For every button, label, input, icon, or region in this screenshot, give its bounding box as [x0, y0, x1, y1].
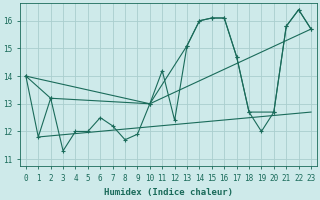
- X-axis label: Humidex (Indice chaleur): Humidex (Indice chaleur): [104, 188, 233, 197]
